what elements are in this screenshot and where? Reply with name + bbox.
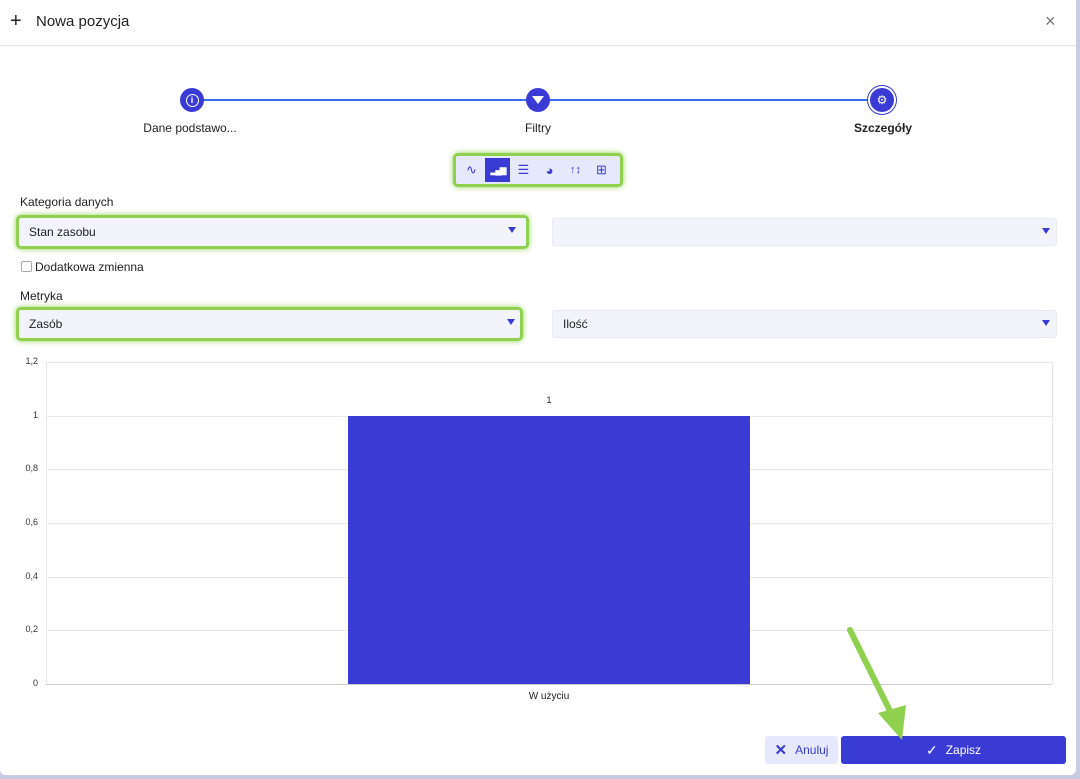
metric-second-value: Ilość bbox=[563, 317, 588, 331]
save-label: Zapisz bbox=[945, 743, 982, 757]
metric-second-select[interactable]: Ilość bbox=[552, 310, 1057, 338]
category-label: Kategoria danych bbox=[20, 195, 114, 209]
sort-icon[interactable]: ↑↕ bbox=[570, 164, 581, 176]
y-tick-label: 0 bbox=[32, 678, 38, 688]
metric-label: Metryka bbox=[20, 289, 63, 303]
category-second-select[interactable] bbox=[552, 218, 1057, 246]
y-tick-label: 0,6 bbox=[25, 517, 38, 527]
close-icon: ✕ bbox=[774, 742, 788, 759]
gears-icon: ⚙ bbox=[876, 93, 888, 107]
metric-value: Zasób bbox=[29, 317, 63, 331]
annotation-arrow bbox=[847, 627, 906, 740]
table-icon[interactable]: ⊞ bbox=[596, 162, 607, 177]
step-label: Dane podstawo... bbox=[143, 121, 237, 135]
check-icon: ✓ bbox=[925, 741, 938, 758]
extra-variable-checkbox[interactable] bbox=[21, 261, 32, 272]
step-basic-data[interactable]: i bbox=[180, 88, 204, 112]
filter-icon bbox=[532, 96, 544, 104]
dialog-header: + Nowa pozycja × bbox=[0, 0, 1076, 46]
plus-icon: + bbox=[10, 10, 22, 32]
close-icon[interactable]: × bbox=[1045, 11, 1056, 31]
step-label: Szczegóły bbox=[853, 121, 913, 135]
gridline bbox=[46, 362, 47, 684]
gridline bbox=[1052, 362, 1053, 684]
y-tick-label: 1,2 bbox=[25, 356, 38, 366]
y-tick-label: 0,4 bbox=[25, 570, 38, 581]
y-tick-label: 0,8 bbox=[25, 463, 38, 474]
bar bbox=[347, 415, 751, 684]
y-tick-label: 1 bbox=[32, 409, 38, 420]
column-chart-icon[interactable]: ▂▄▆ bbox=[485, 158, 510, 182]
save-button[interactable]: ✓ Zapisz bbox=[841, 736, 1066, 764]
gridline bbox=[46, 684, 1052, 685]
info-icon: i bbox=[185, 93, 199, 107]
chevron-down-icon bbox=[1042, 320, 1050, 326]
bar-chart: 0 0,2 0,4 0,6 0,8 1 1,2 1 W użyciu bbox=[0, 350, 1076, 710]
cancel-button[interactable]: ✕ Anuluj bbox=[765, 736, 838, 764]
data-label: 1 bbox=[546, 394, 552, 405]
cancel-label: Anuluj bbox=[795, 743, 829, 757]
x-tick-label: W użyciu bbox=[528, 691, 570, 702]
category-select[interactable]: Stan zasobu bbox=[16, 215, 529, 249]
chevron-down-icon bbox=[507, 319, 515, 325]
step-label: Filtry bbox=[525, 121, 551, 135]
y-tick-label: 0,2 bbox=[25, 624, 38, 635]
category-value: Stan zasobu bbox=[29, 225, 96, 239]
chart-type-toolbar: ∿ ▂▄▆ ☰ ◕ ↑↕ ⊞ bbox=[453, 153, 623, 187]
chevron-down-icon bbox=[508, 227, 516, 233]
pie-chart-icon[interactable]: ◕ bbox=[545, 162, 554, 178]
chevron-down-icon bbox=[1042, 228, 1050, 234]
dialog-title: Nowa pozycja bbox=[36, 13, 130, 30]
step-details[interactable]: ⚙ bbox=[870, 88, 894, 112]
metric-select[interactable]: Zasób bbox=[16, 307, 523, 341]
bar-chart-icon[interactable]: ☰ bbox=[517, 162, 530, 177]
extra-variable-label: Dodatkowa zmienna bbox=[35, 260, 144, 274]
gridline bbox=[46, 362, 1052, 363]
step-filters[interactable] bbox=[526, 88, 550, 112]
line-chart-icon[interactable]: ∿ bbox=[466, 162, 477, 177]
